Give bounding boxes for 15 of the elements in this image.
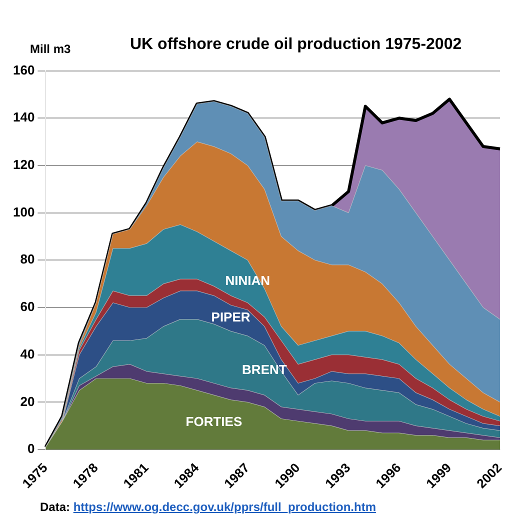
series-label: PIPER (211, 310, 251, 325)
y-tick-label: 20 (20, 394, 35, 409)
series-label: BRENT (242, 362, 287, 377)
y-tick-label: 120 (12, 157, 35, 172)
y-tick-label: 140 (12, 110, 35, 125)
y-axis-title: Mill m3 (30, 42, 71, 56)
y-tick-label: 80 (20, 252, 35, 267)
y-tick-label: 60 (20, 299, 35, 314)
series-label: FORTIES (186, 414, 242, 429)
text: Data: https://www.og.decc.gov.uk/pprs/full_production.htm (40, 500, 376, 514)
y-tick-label: 100 (12, 204, 35, 220)
y-tick-label: 0 (27, 441, 35, 456)
chart-title: UK offshore crude oil production 1975-2002 (130, 36, 462, 54)
y-tick-label: 40 (20, 346, 35, 362)
y-tick-label: 160 (12, 62, 35, 78)
